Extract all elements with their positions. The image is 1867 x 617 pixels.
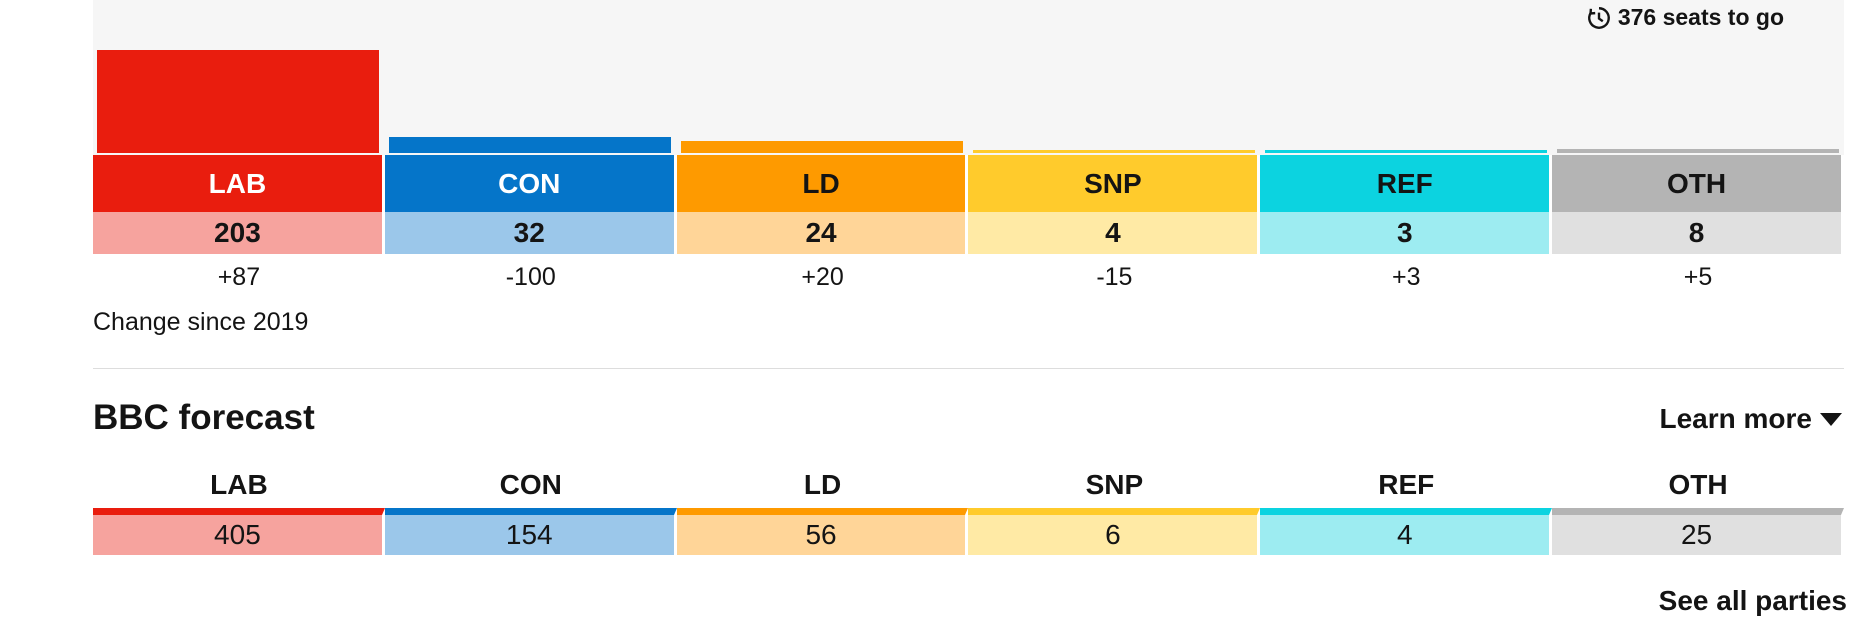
forecast-column-ref: REF 4 [1260,462,1553,555]
seats-to-go: 376 seats to go [1586,4,1784,31]
forecast-label-ld: LD [803,469,842,500]
party-column-snp: SNP 4 -15 [968,155,1261,300]
party-seats-oth: 8 [1552,212,1844,254]
party-label-oth: OTH [1552,155,1844,212]
party-seats-lab: 203 [93,212,385,254]
party-seats-snp: 4 [968,212,1261,254]
party-change-snp: -15 [1096,262,1133,291]
party-change-oth: +5 [1683,262,1713,291]
change-caption: Change since 2019 [93,308,309,336]
forecast-value-snp: 6 [968,508,1261,555]
caret-down-icon [1820,412,1842,426]
party-label-con: CON [384,155,677,212]
party-column-ld: LD 24 +20 [676,155,969,300]
forecast-label-ref: REF [1378,469,1435,500]
bar-lab [97,50,379,153]
learn-more-button[interactable]: Learn more [1659,403,1842,435]
party-label-lab: LAB [93,155,385,212]
forecast-column-lab: LAB 405 [93,462,385,555]
bar-oth [1557,149,1839,153]
party-column-lab: LAB 203 +87 [93,155,385,300]
see-all-parties-link[interactable]: See all parties [1658,585,1847,616]
forecast-label-oth: OTH [1668,469,1728,500]
forecast-value-oth: 25 [1552,508,1844,555]
party-column-ref: REF 3 +3 [1260,155,1553,300]
forecast-label-lab: LAB [210,469,268,500]
clock-countdown-icon [1587,6,1610,29]
forecast-label-snp: SNP [1085,469,1144,500]
seat-bar-chart: 376 seats to go [93,0,1844,155]
party-change-con: -100 [505,262,556,291]
party-seats-con: 32 [384,212,677,254]
forecast-column-oth: OTH 25 [1552,462,1844,555]
divider [93,368,1844,369]
bar-snp [973,150,1255,153]
party-change-ld: +20 [801,262,844,291]
forecast-value-ld: 56 [676,508,969,555]
bar-ref [1265,150,1547,153]
bar-con [389,137,671,153]
learn-more-label: Learn more [1659,403,1813,434]
party-seats-ref: 3 [1260,212,1553,254]
party-change-lab: +87 [217,262,261,291]
bar-ld [681,141,963,153]
forecast-title: BBC forecast [93,398,315,437]
forecast-value-ref: 4 [1260,508,1553,555]
forecast-value-lab: 405 [93,508,385,555]
party-seats-ld: 24 [676,212,969,254]
party-label-snp: SNP [968,155,1261,212]
forecast-column-snp: SNP 6 [968,462,1261,555]
forecast-column-con: CON 154 [384,462,677,555]
party-change-ref: +3 [1391,262,1421,291]
party-column-oth: OTH 8 +5 [1552,155,1844,300]
party-label-ld: LD [676,155,969,212]
party-label-ref: REF [1260,155,1553,212]
forecast-label-con: CON [499,469,562,500]
forecast-value-con: 154 [384,508,677,555]
seats-to-go-text: 376 seats to go [1617,4,1784,30]
forecast-tiles: LAB 405 CON 154 LD 56 SNP 6 REF 4 OTH 25 [93,462,1844,555]
party-column-con: CON 32 -100 [384,155,677,300]
seat-tiles: LAB 203 +87 CON 32 -100 LD 24 +20 SNP 4 … [93,155,1844,300]
forecast-column-ld: LD 56 [676,462,969,555]
